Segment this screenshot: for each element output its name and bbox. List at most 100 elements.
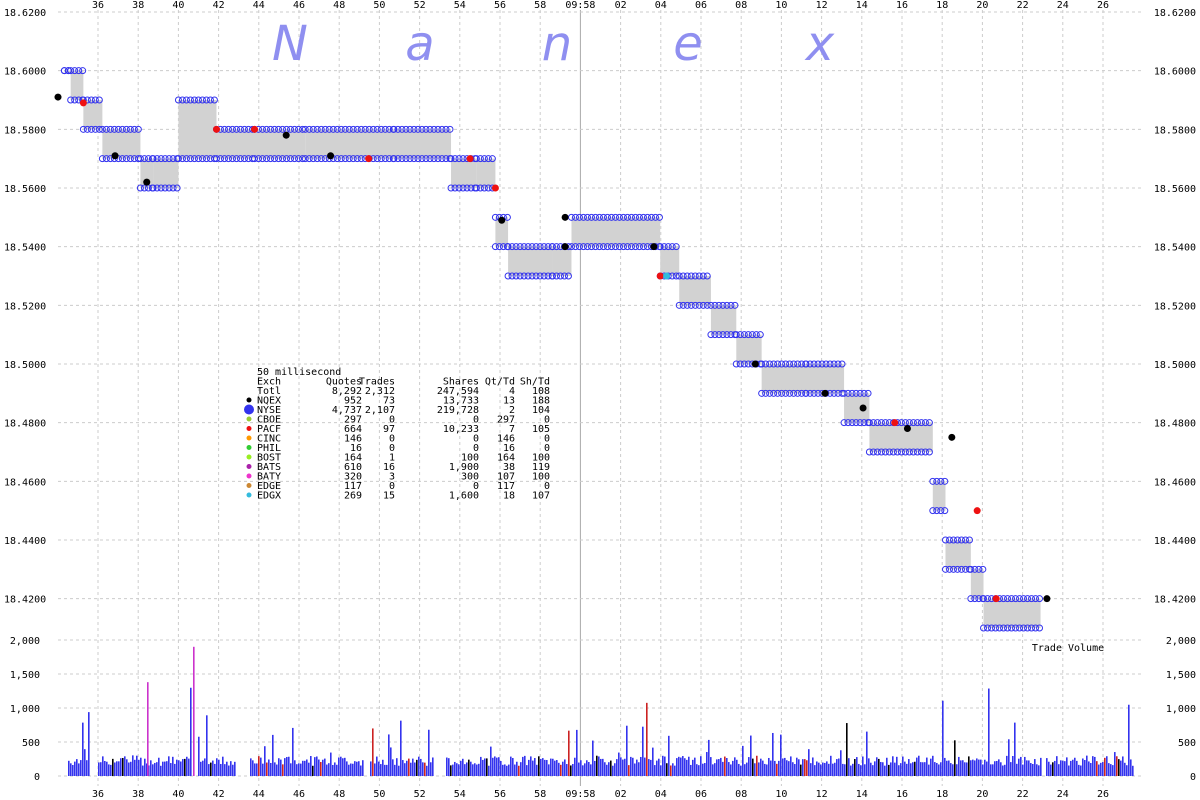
- volume-bar: [446, 757, 448, 776]
- trade-marker: [656, 272, 664, 280]
- bid-quote-marker: [877, 448, 885, 456]
- volume-bar: [418, 756, 420, 776]
- volume-bar: [804, 759, 806, 776]
- stats-header: 50 millisecond: [257, 367, 341, 378]
- x-tick-label-top: 38: [132, 0, 144, 11]
- ask-quote-marker: [161, 155, 169, 163]
- volume-bar: [374, 763, 376, 776]
- volume-bar: [516, 761, 518, 776]
- volume-bar: [1022, 764, 1024, 776]
- volume-bar: [318, 759, 320, 776]
- volume-bar: [230, 761, 232, 776]
- bid-quote-marker: [459, 184, 467, 192]
- trade-marker: [111, 152, 119, 160]
- volume-bar: [334, 762, 336, 776]
- volume-bars: [68, 646, 1134, 776]
- ask-quote-marker: [345, 125, 353, 133]
- y-tick-label-left: 18.4200: [4, 595, 46, 606]
- ask-quote-marker: [933, 477, 941, 485]
- ask-quote-marker: [476, 155, 484, 163]
- bid-quote-marker: [1028, 624, 1036, 632]
- trade-markers: [54, 93, 1051, 603]
- bid-quote-marker: [909, 448, 917, 456]
- bid-quote-marker: [422, 155, 430, 163]
- volume-tick-label-left: 500: [22, 738, 40, 749]
- volume-bar: [618, 752, 620, 776]
- volume-bar: [1094, 756, 1096, 776]
- volume-bar: [340, 756, 342, 776]
- ask-quote-marker: [130, 125, 138, 133]
- volume-bar: [164, 761, 166, 776]
- bid-quote-marker: [627, 243, 635, 251]
- volume-bar: [912, 762, 914, 776]
- volume-bar: [460, 760, 462, 776]
- bid-quote-marker: [1016, 624, 1024, 632]
- stats-cell: 0: [473, 481, 479, 492]
- volume-bar: [722, 761, 724, 776]
- bid-quote-marker: [251, 155, 259, 163]
- volume-bar: [826, 761, 828, 776]
- bid-quote-marker: [495, 243, 503, 251]
- ask-quote-marker: [520, 243, 528, 251]
- bid-quote-marker: [305, 155, 313, 163]
- volume-bar: [818, 762, 820, 776]
- y-tick-label-right: 18.6200: [1154, 8, 1196, 19]
- ask-quote-marker: [603, 213, 611, 221]
- ask-quote-marker: [826, 360, 834, 368]
- bid-quote-marker: [381, 155, 389, 163]
- bid-quote-marker: [394, 155, 402, 163]
- bid-quote-marker: [548, 272, 556, 280]
- bid-quote-marker: [301, 155, 309, 163]
- ask-quote-marker: [679, 272, 687, 280]
- volume-bar: [866, 731, 868, 776]
- volume-bar: [432, 757, 434, 776]
- volume-bar: [1130, 759, 1132, 776]
- bid-quote-marker: [236, 155, 244, 163]
- ask-quote-marker: [687, 272, 695, 280]
- volume-bar: [512, 758, 514, 776]
- volume-bar: [518, 765, 520, 776]
- bid-quote-marker: [1036, 624, 1044, 632]
- volume-bar: [308, 762, 310, 776]
- trade-marker: [491, 184, 499, 192]
- bid-quote-marker: [309, 155, 317, 163]
- volume-label: Trade Volume: [1032, 643, 1104, 654]
- trade-marker: [903, 425, 911, 433]
- volume-bar: [1012, 756, 1014, 776]
- volume-bar: [554, 760, 556, 776]
- volume-bar: [900, 763, 902, 776]
- ask-quote-marker: [398, 125, 406, 133]
- stats-cell: 146: [497, 434, 515, 445]
- spread-block: [970, 569, 984, 599]
- volume-bar: [732, 760, 734, 776]
- volume-bar: [316, 756, 318, 776]
- volume-bar: [958, 756, 960, 776]
- volume-bar: [654, 765, 656, 776]
- y-tick-label-left: 18.5400: [4, 243, 46, 254]
- bid-quote-marker: [961, 565, 969, 573]
- volume-bar: [996, 760, 998, 776]
- bid-quote-marker: [87, 125, 95, 133]
- trade-marker: [992, 595, 1000, 603]
- volume-bar: [944, 757, 946, 776]
- volume-bar: [606, 764, 608, 776]
- stats-cell: 2,107: [365, 405, 395, 416]
- exchange-color-dot: [246, 397, 252, 403]
- bid-quote-marker: [885, 448, 893, 456]
- ask-quote-marker: [528, 243, 536, 251]
- volume-bar: [816, 761, 818, 776]
- volume-bar: [914, 761, 916, 776]
- x-tick-label-top: 09:58: [565, 0, 595, 11]
- volume-bar: [994, 761, 996, 776]
- ask-quote-marker: [691, 272, 699, 280]
- ask-quote-marker: [410, 125, 418, 133]
- ask-quote-marker: [611, 213, 619, 221]
- spread-block: [508, 246, 553, 276]
- ask-quote-marker: [856, 389, 864, 397]
- volume-bar: [470, 761, 472, 776]
- volume-bar: [344, 757, 346, 776]
- exchange-color-dot: [246, 454, 252, 460]
- stats-cell: 0: [389, 443, 395, 454]
- volume-bar: [924, 762, 926, 776]
- ask-quote-marker: [941, 536, 949, 544]
